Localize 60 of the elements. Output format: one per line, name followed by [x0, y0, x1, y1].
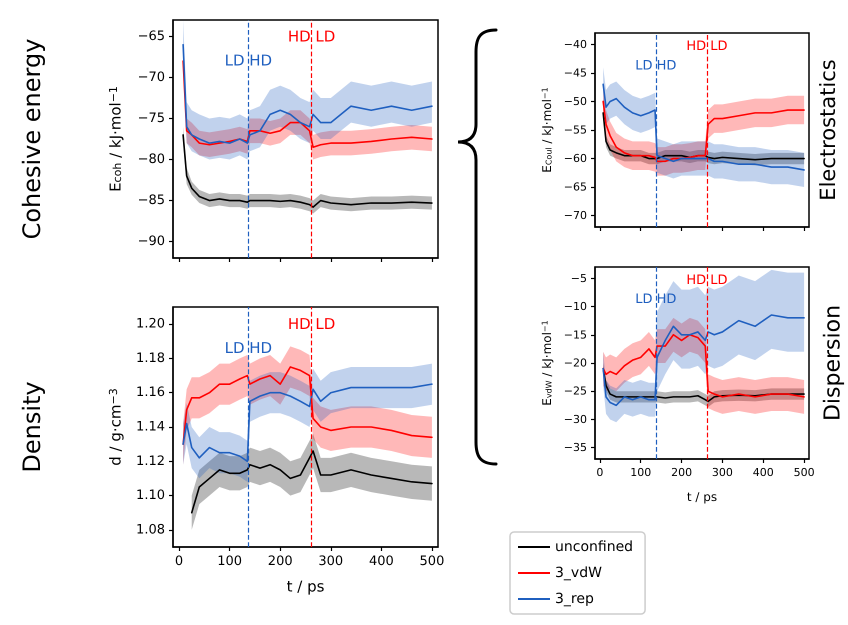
- x-axis-title: t / ps: [286, 578, 325, 596]
- y-tick-label: −65: [138, 28, 165, 44]
- y-tick-label: −40: [564, 38, 587, 51]
- y-tick-label: −45: [564, 66, 587, 80]
- y-tick-label: −50: [564, 94, 587, 108]
- y-tick-label: −10: [564, 300, 587, 314]
- text: Electrostatics: [816, 59, 840, 201]
- y-tick-label: −70: [138, 70, 165, 85]
- x-tick-label: 100: [217, 554, 242, 569]
- y-tick-label: −60: [564, 152, 587, 166]
- x-tick-label: 300: [318, 554, 344, 569]
- y-tick-label: 1.08: [136, 522, 165, 538]
- x-tick-label: 0: [174, 554, 184, 569]
- text: Cohesive energy: [18, 38, 46, 240]
- x-tick-label: 200: [671, 466, 692, 479]
- y-axis-title: Ecoh / kJ·mol−1: [106, 86, 124, 192]
- y-tick-label: −80: [138, 152, 165, 168]
- y-axis-title: d / g·cm−3: [106, 388, 124, 466]
- legend-label: 3_vdW: [555, 565, 602, 581]
- y-tick-label: −85: [138, 193, 165, 208]
- ref-line-label: HD LD: [686, 272, 728, 288]
- ref-line-label: LD HD: [635, 58, 676, 74]
- x-tick-label: 0: [596, 466, 604, 479]
- ref-line-label: HD LD: [686, 39, 728, 54]
- y-tick-label: −20: [564, 356, 587, 370]
- y-tick-label: −35: [564, 441, 587, 454]
- x-tick-label: 500: [420, 554, 444, 569]
- y-tick-label: −15: [564, 328, 587, 342]
- ref-line-label: HD LD: [288, 314, 336, 333]
- text: Dispersion: [820, 304, 846, 422]
- legend-label: unconfined: [555, 539, 634, 555]
- y-tick-label: 1.20: [136, 316, 165, 332]
- ref-line-label: LD HD: [224, 338, 272, 357]
- text: Density: [18, 381, 46, 473]
- x-tick-label: 500: [794, 466, 815, 479]
- x-tick-label: 300: [712, 466, 733, 479]
- y-tick-label: −25: [564, 384, 587, 398]
- y-tick-label: 1.12: [136, 454, 165, 469]
- y-tick-label: 1.16: [136, 385, 165, 400]
- y-axis-title: EvdW / kJ·mol−1: [540, 320, 554, 406]
- y-axis-title: ECoul / kJ·mol−1: [540, 87, 554, 173]
- ref-line-label: HD LD: [288, 28, 336, 46]
- x-tick-label: 400: [368, 554, 394, 569]
- x-axis-title: t / ps: [686, 490, 718, 504]
- y-tick-label: −65: [564, 180, 587, 194]
- y-tick-label: 1.14: [136, 420, 165, 434]
- y-tick-label: −70: [564, 209, 587, 222]
- y-tick-label: −5: [570, 272, 587, 285]
- ref-line-label: LD HD: [224, 51, 272, 70]
- y-tick-label: 1.18: [136, 350, 165, 366]
- y-tick-label: −55: [564, 124, 587, 136]
- y-tick-label: −90: [138, 234, 165, 250]
- y-tick-label: −30: [564, 412, 587, 426]
- x-tick-label: 100: [630, 466, 652, 479]
- y-tick-label: 1.10: [136, 488, 165, 504]
- ref-line-label: LD HD: [635, 292, 676, 308]
- y-tick-label: −75: [138, 110, 165, 126]
- x-tick-label: 200: [268, 554, 293, 569]
- x-tick-label: 400: [752, 466, 774, 479]
- legend-label: 3_rep: [555, 591, 594, 607]
